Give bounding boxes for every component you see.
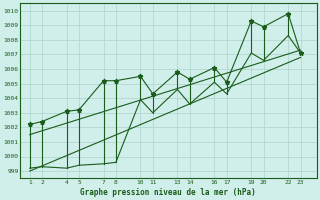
X-axis label: Graphe pression niveau de la mer (hPa): Graphe pression niveau de la mer (hPa) [80,188,256,197]
